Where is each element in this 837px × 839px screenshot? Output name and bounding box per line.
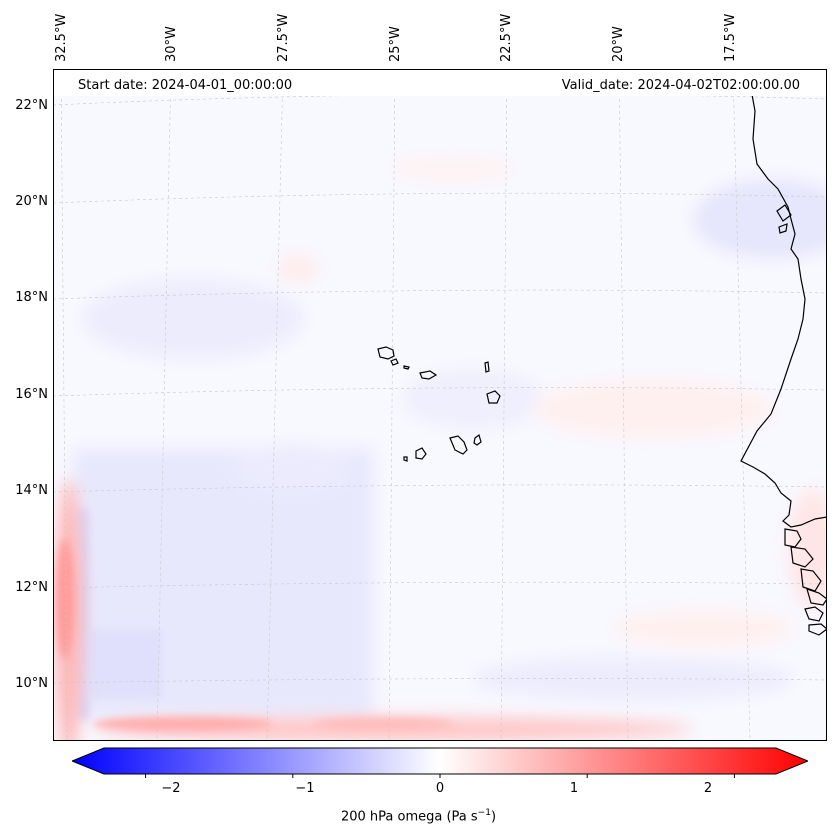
colorbar-tick-minus-1: −1: [295, 781, 315, 796]
colorbar-title-exponent: −1: [477, 808, 491, 818]
colorbar-tick-2: 2: [703, 781, 713, 796]
colorbar-title-text: 200 hPa omega (Pa s: [340, 809, 478, 825]
lat-label-22n: 22°N: [15, 98, 48, 113]
negative-omega-regions: [73, 179, 827, 719]
colorbar-title-suffix: ): [490, 809, 497, 825]
strong-positive-regions: [56, 539, 453, 731]
lon-label-22-5w: 22.5°W: [499, 13, 514, 62]
lat-label-10n: 10°N: [15, 676, 48, 691]
map-panel: Start date: 2024-04-01_00:00:00 Valid_da…: [53, 69, 827, 741]
colorbar-tick-1: 1: [569, 781, 579, 796]
cape-verde-islands: [377, 346, 501, 462]
lat-label-14n: 14°N: [15, 483, 48, 498]
valid-date-label: Valid_date: 2024-04-02T02:00:00.00: [561, 78, 800, 93]
date-banner: Start date: 2024-04-01_00:00:00 Valid_da…: [53, 69, 827, 96]
graticule: [53, 69, 827, 741]
colorbar-gradient: [72, 747, 808, 775]
colorbar-tick-0: 0: [435, 781, 445, 796]
lat-label-18n: 18°N: [15, 290, 48, 305]
colorbar: [72, 747, 808, 778]
lon-label-32-5w: 32.5°W: [54, 13, 69, 62]
african-coastline: [740, 88, 827, 636]
lon-label-17-5w: 17.5°W: [723, 13, 738, 62]
lat-label-20n: 20°N: [15, 194, 48, 209]
omega-field: [53, 69, 827, 741]
lat-label-12n: 12°N: [15, 580, 48, 595]
colorbar-tick-minus-2: −2: [161, 781, 181, 796]
lon-label-25w: 25°W: [388, 26, 403, 62]
lon-label-20w: 20°W: [611, 26, 626, 62]
lon-label-30w: 30°W: [164, 26, 179, 62]
colorbar-title: 200 hPa omega (Pa s−1): [0, 808, 837, 824]
lon-label-27-5w: 27.5°W: [276, 13, 291, 62]
lat-label-16n: 16°N: [15, 387, 48, 402]
start-date-label: Start date: 2024-04-01_00:00:00: [78, 78, 293, 93]
